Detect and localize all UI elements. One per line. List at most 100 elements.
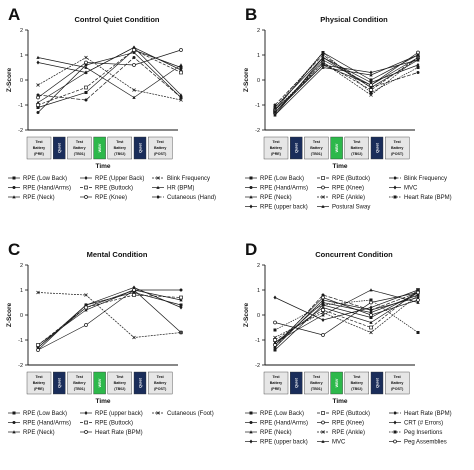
y-tick-label: 2: [257, 263, 260, 269]
legend-marker: [12, 430, 16, 434]
series-5: [273, 55, 420, 115]
quiet-box: [290, 136, 303, 160]
series-12: [273, 290, 420, 337]
legend-item: RPE (Buttock): [80, 421, 133, 427]
legend-item: Blink Frequency: [389, 176, 447, 182]
y-tick-label: -1: [18, 103, 23, 109]
legend-marker: [249, 439, 253, 444]
series-4: [36, 45, 183, 75]
legend-label: Blink Frequency: [167, 176, 210, 182]
data-point: [321, 313, 325, 317]
test-battery-label: Battery: [114, 146, 126, 150]
series-line: [37, 57, 182, 98]
data-point: [321, 51, 325, 54]
data-point: [36, 111, 40, 114]
legend-item: RPE (Ankle): [317, 430, 365, 436]
legend-item: RPE (Neck): [8, 430, 55, 436]
legend-marker: [12, 411, 16, 415]
legend-label: RPE (Ankle): [332, 195, 365, 201]
y-tick-label: 1: [20, 288, 23, 294]
test-battery-label: Battery: [73, 146, 85, 150]
series-2: [273, 56, 420, 114]
test-battery-box: [67, 136, 92, 160]
series-line: [274, 59, 419, 113]
data-point: [132, 285, 136, 290]
legend-item: RPE (Buttock): [317, 176, 370, 182]
legend-label: RPE (Low Back): [260, 176, 304, 182]
test-battery-label: Battery: [33, 146, 45, 150]
data-point: [321, 293, 325, 297]
data-point: [369, 320, 373, 324]
test-battery-label: Battery: [391, 146, 403, 150]
series-line: [37, 292, 182, 351]
legend-item: RPE (Neck): [245, 430, 292, 436]
data-point: [369, 91, 373, 94]
data-point: [416, 55, 420, 60]
series-5: [36, 48, 183, 107]
legend-marker: [393, 195, 397, 199]
series-line: [274, 57, 419, 111]
legend-label: RPE (upper back): [260, 440, 308, 446]
data-point: [36, 345, 40, 350]
data-point: [84, 303, 88, 307]
series-1: [273, 51, 420, 112]
test-battery-label: (TB01): [74, 152, 86, 156]
test-battery-box: [26, 371, 52, 395]
series-10: [273, 58, 420, 115]
legend-item: Heart Rate (BPM): [80, 430, 143, 436]
series-line: [37, 289, 182, 351]
data-point: [321, 65, 325, 69]
data-point: [273, 113, 277, 117]
test-battery-label: (TB01): [311, 387, 323, 391]
data-point: [416, 295, 420, 300]
data-point: [273, 335, 277, 340]
data-point: [369, 305, 373, 310]
test-battery-label: Battery: [73, 381, 85, 385]
legend-label: Heart Rate (BPM): [404, 195, 452, 201]
y-tick-label: 1: [20, 53, 23, 59]
legend-item: RPE (Ankle): [317, 195, 365, 201]
wbv-box: [330, 136, 343, 160]
legend-label: Blink Frequency: [404, 176, 447, 182]
test-battery-box: [263, 136, 289, 160]
data-point: [36, 343, 40, 347]
test-battery-label: Test: [157, 140, 165, 144]
legend-item: Blink Frequency: [152, 176, 210, 182]
legend-marker: [321, 420, 325, 425]
data-point: [369, 308, 373, 312]
data-point: [84, 65, 88, 69]
legend-item: RPE (Knee): [317, 421, 364, 427]
series-line: [274, 292, 419, 336]
quiet-box: [133, 371, 147, 395]
legend-marker: [249, 430, 253, 434]
test-battery-label: Test: [35, 140, 43, 144]
data-point: [179, 330, 183, 335]
data-point: [321, 301, 325, 304]
data-point: [321, 53, 325, 57]
data-point: [36, 290, 40, 295]
legend-marker: [156, 195, 160, 199]
series-line: [274, 52, 419, 111]
series-line: [274, 299, 419, 333]
data-point: [273, 346, 277, 349]
legend-item: RPE (upper back): [245, 440, 308, 446]
legend-label: RPE (Neck): [260, 195, 292, 201]
legend-item: RPE (Hand/Arms): [8, 421, 71, 427]
legend-marker: [84, 185, 88, 190]
legend-marker: [321, 204, 325, 208]
panel-letter: A: [8, 5, 20, 24]
legend-marker: [12, 195, 16, 199]
test-battery-box: [384, 371, 410, 395]
test-battery-label: (POST): [154, 152, 167, 156]
legend-item: Heart Rate (BPM): [389, 411, 452, 417]
legend-item: RPE (Buttock): [317, 411, 370, 417]
test-battery-label: (POST): [391, 387, 404, 391]
legend-label: RPE (Hand/Arms): [260, 186, 308, 192]
legend-item: RPE (Neck): [245, 195, 292, 201]
test-battery-label: Battery: [391, 381, 403, 385]
quiet-label: Quiet: [58, 377, 62, 387]
data-point: [84, 85, 88, 90]
data-point: [36, 93, 40, 97]
legend-item: RPE (Knee): [317, 186, 364, 192]
